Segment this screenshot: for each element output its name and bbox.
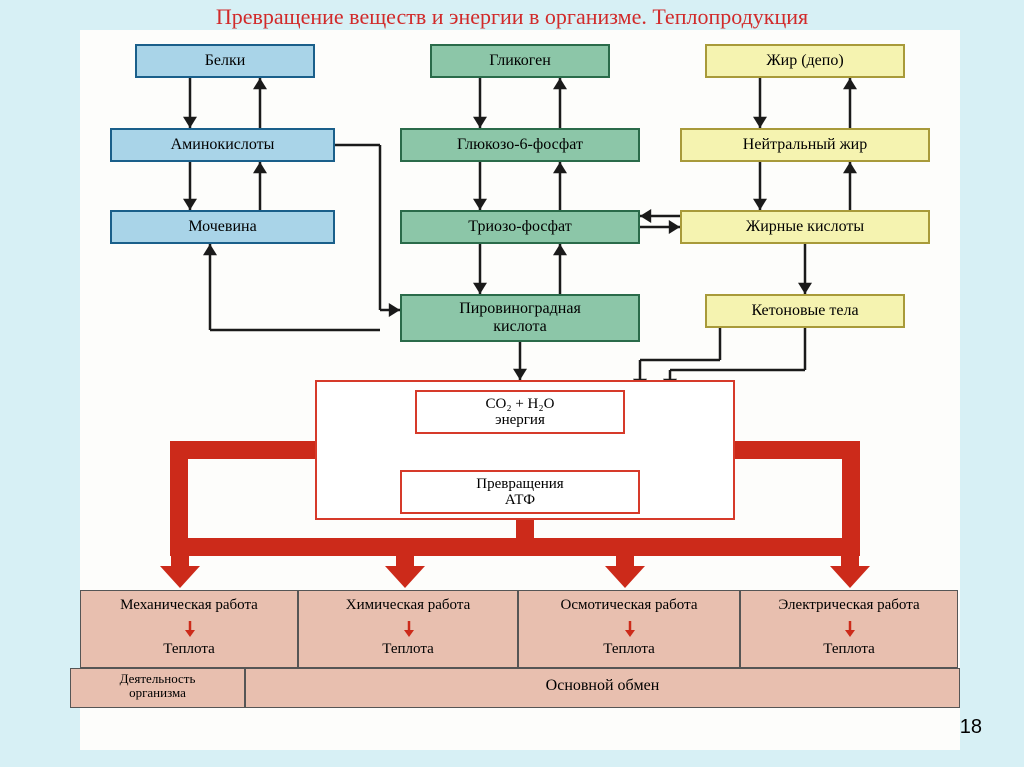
heat-label: Теплота <box>519 641 739 658</box>
node-ketones: Кетоновые тела <box>705 294 905 328</box>
work-cell-3: Электрическая работа Теплота <box>740 590 958 668</box>
node-fatty_acids: Жирные кислоты <box>680 210 930 244</box>
node-proteins: Белки <box>135 44 315 78</box>
heat-arrow-icon <box>620 619 640 639</box>
page-number: 18 <box>960 716 982 739</box>
work-label: Электрическая работа <box>741 597 957 614</box>
diagram-canvas: Белки Аминокислоты Мочевина Гликоген Глюкозо… <box>80 30 960 750</box>
work-label: Механическая работа <box>81 597 297 614</box>
heat-arrow-icon <box>399 619 419 639</box>
heat-label: Теплота <box>299 641 517 658</box>
node-urea: Мочевина <box>110 210 335 244</box>
node-g6p: Глюкозо-6-фосфат <box>400 128 640 162</box>
node-pyruvate: Пировиноградная кислота <box>400 294 640 342</box>
bottom-cell-0: Деятельность организма <box>70 668 245 708</box>
work-label: Осмотическая работа <box>519 597 739 614</box>
work-cell-0: Механическая работа Теплота <box>80 590 298 668</box>
work-cell-2: Осмотическая работа Теплота <box>518 590 740 668</box>
bottom-cell-1: Основной обмен <box>245 668 960 708</box>
page-title: Превращение веществ и энергии в организм… <box>0 4 1024 30</box>
heat-arrow-icon <box>840 619 860 639</box>
node-neutral_fat: Нейтральный жир <box>680 128 930 162</box>
heat-label: Теплота <box>81 641 297 658</box>
node-glycogen: Гликоген <box>430 44 610 78</box>
work-cell-1: Химическая работа Теплота <box>298 590 518 668</box>
heat-arrow-icon <box>180 619 200 639</box>
work-label: Химическая работа <box>299 597 517 614</box>
node-triose: Триозо-фосфат <box>400 210 640 244</box>
node-atp: Превращения АТФ <box>400 470 640 514</box>
heat-label: Теплота <box>741 641 957 658</box>
node-amino: Аминокислоты <box>110 128 335 162</box>
node-fat_depot: Жир (депо) <box>705 44 905 78</box>
node-co2: CO₂ + H₂O энергия <box>415 390 625 434</box>
